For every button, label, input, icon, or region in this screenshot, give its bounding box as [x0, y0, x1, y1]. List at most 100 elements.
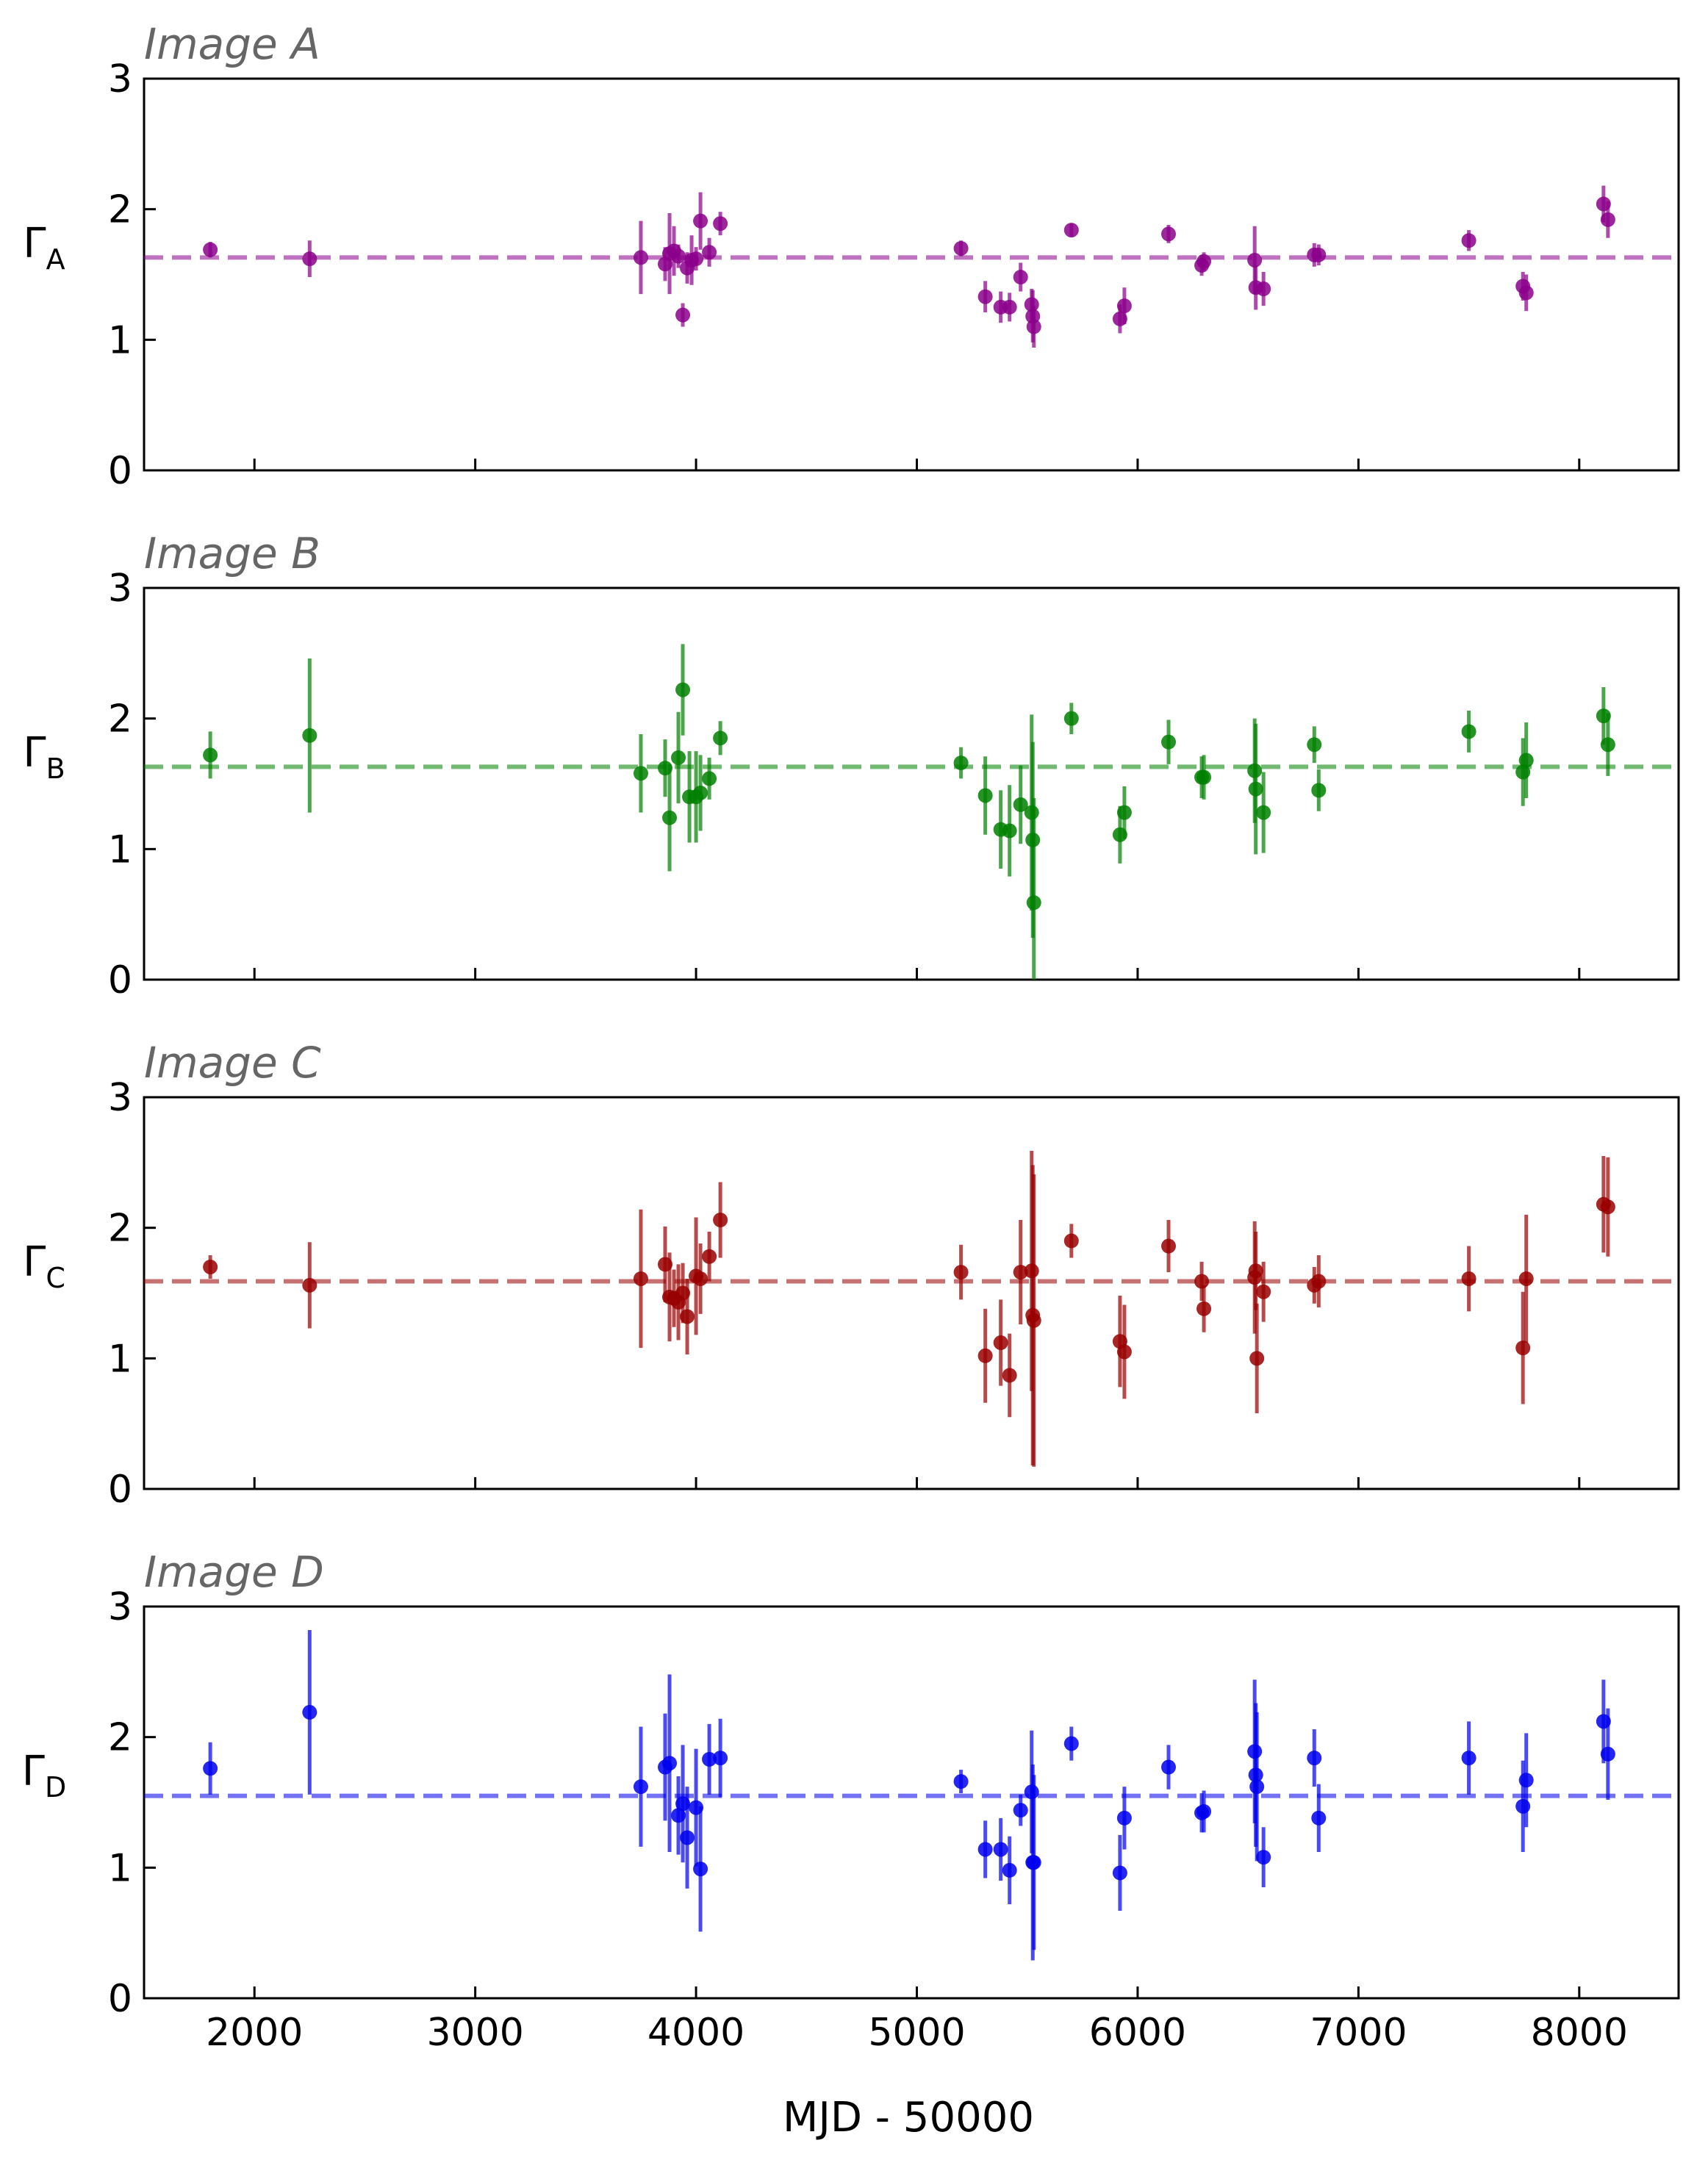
data-point [1161, 1759, 1177, 1775]
data-point [1161, 734, 1177, 750]
data-point [633, 250, 648, 265]
data-point [1518, 1271, 1534, 1286]
data-point [1063, 223, 1079, 238]
data-point [1311, 1274, 1327, 1289]
data-point [1196, 1301, 1212, 1316]
data-point [702, 771, 717, 786]
data-point [977, 1348, 993, 1363]
data-point [1196, 254, 1212, 269]
data-point [1600, 1199, 1615, 1215]
y-tick-label: 2 [108, 188, 132, 232]
data-point [1026, 319, 1041, 334]
y-tick-label: 1 [108, 318, 132, 362]
data-point [977, 289, 993, 304]
y-axis-label-d: ΓD [22, 1748, 66, 1803]
x-tick-label: 8000 [1531, 2011, 1628, 2055]
data-point [693, 213, 708, 229]
panel-image-b: Image B ΓB 0 1 2 3 [23, 528, 1680, 1002]
data-point [1311, 1810, 1327, 1826]
data-point [1461, 724, 1476, 739]
data-point [1249, 1351, 1265, 1366]
panel-title-a: Image A [144, 19, 320, 69]
data-point [693, 785, 708, 800]
data-point [1112, 1865, 1127, 1881]
plot-frame-b [143, 586, 1680, 981]
plot-frame-a [143, 77, 1680, 472]
data-point [1248, 781, 1263, 797]
data-point [633, 766, 648, 781]
data-point [1249, 1779, 1265, 1795]
data-point [693, 1271, 708, 1286]
y-tick-label: 3 [108, 1076, 132, 1120]
data-point [633, 1779, 648, 1795]
data-point [1518, 285, 1534, 301]
data-point [1063, 1736, 1079, 1751]
data-point [702, 1249, 717, 1264]
y-tick-label: 1 [108, 1337, 132, 1381]
data-point [977, 788, 993, 803]
x-tick-label: 4000 [647, 2011, 744, 2055]
data-point [671, 750, 686, 765]
data-point [713, 1213, 728, 1228]
data-point [1116, 1344, 1132, 1360]
data-point [1515, 1340, 1531, 1356]
data-point [203, 747, 218, 763]
data-point [662, 1756, 678, 1771]
data-point [1600, 737, 1615, 753]
data-point [953, 1774, 969, 1790]
x-axis-label: MJD - 50000 [783, 2094, 1034, 2142]
data-point [203, 1761, 218, 1776]
data-point [1256, 805, 1271, 820]
data-point [1311, 783, 1327, 798]
data-point [680, 1309, 695, 1324]
data-point [633, 1271, 648, 1286]
y-tick-label: 2 [108, 1716, 132, 1760]
data-point [953, 1265, 969, 1280]
panel-image-d: Image D ΓD 0 1 2 3 2000 3000 4000 5000 6000 7000 8… [22, 1547, 1680, 2055]
plot-frame-d [143, 1605, 1680, 2000]
y-tick-label: 2 [108, 1207, 132, 1251]
data-point [1063, 711, 1079, 726]
x-tick-label: 7000 [1310, 2011, 1407, 2055]
data-point [702, 245, 717, 260]
data-point [675, 682, 691, 697]
data-point [1002, 299, 1017, 315]
data-point [1116, 298, 1132, 314]
y-tick-label: 0 [108, 1977, 132, 2021]
y-tick-label: 0 [108, 449, 132, 493]
panel-image-c: Image C ΓC 0 1 2 3 [23, 1038, 1680, 1512]
data-point [1307, 1751, 1322, 1766]
data-point [1194, 1274, 1210, 1289]
data-point [671, 248, 686, 264]
data-point [1461, 1751, 1476, 1766]
data-point [1013, 797, 1028, 812]
data-point [1161, 226, 1177, 242]
data-point [1518, 753, 1534, 768]
data-point [302, 251, 317, 267]
data-point [1461, 1271, 1476, 1286]
data-point [1026, 1855, 1041, 1870]
data-point [977, 1842, 993, 1857]
x-tick-label: 3000 [426, 2011, 523, 2055]
data-point [953, 755, 969, 771]
data-point [1116, 1810, 1132, 1826]
y-tick-label: 0 [108, 958, 132, 1002]
y-tick-label: 3 [108, 57, 132, 101]
panel-title-b: Image B [144, 528, 320, 578]
y-axis-label-c: ΓC [23, 1238, 65, 1294]
data-point [1002, 1862, 1017, 1878]
data-point [1002, 1368, 1017, 1383]
data-point [1247, 252, 1263, 268]
panel-title-d: Image D [144, 1547, 324, 1597]
panel-image-a: Image A ΓA 0 1 2 3 [23, 19, 1680, 493]
data-point [203, 1259, 218, 1274]
x-tick-label: 5000 [868, 2011, 965, 2055]
data-point [1311, 247, 1327, 262]
data-point [713, 1751, 728, 1766]
y-axis-label-b: ΓB [23, 729, 65, 785]
data-point [302, 728, 317, 743]
data-point [713, 216, 728, 231]
data-point [693, 1862, 708, 1877]
